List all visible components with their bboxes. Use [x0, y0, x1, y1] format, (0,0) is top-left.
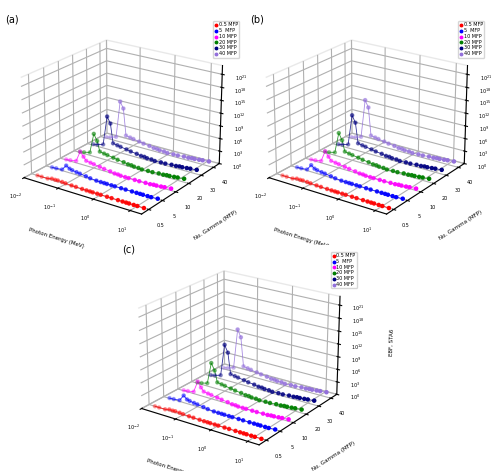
- X-axis label: Photon Energy (MeV): Photon Energy (MeV): [28, 227, 85, 249]
- X-axis label: Photon Energy (MeV): Photon Energy (MeV): [273, 227, 330, 249]
- Legend: 0.5 MFP, 5  MFP, 10 MFP, 20 MFP, 30 MFP, 40 MFP: 0.5 MFP, 5 MFP, 10 MFP, 20 MFP, 30 MFP, …: [458, 21, 484, 57]
- Y-axis label: No. Gamma (MFP): No. Gamma (MFP): [311, 440, 356, 471]
- Y-axis label: No. Gamma (MFP): No. Gamma (MFP): [194, 209, 238, 241]
- Legend: 0.5 MFP, 5  MFP, 10 MFP, 20 MFP, 30 MFP, 40 MFP: 0.5 MFP, 5 MFP, 10 MFP, 20 MFP, 30 MFP, …: [214, 21, 240, 57]
- X-axis label: Photon Energy (MeV): Photon Energy (MeV): [146, 458, 203, 471]
- Y-axis label: No. Gamma (MFP): No. Gamma (MFP): [438, 209, 483, 241]
- Legend: 0.5 MFP, 5  MFP, 10 MFP, 20 MFP, 30 MFP, 40 MFP: 0.5 MFP, 5 MFP, 10 MFP, 20 MFP, 30 MFP, …: [331, 252, 357, 288]
- Text: (c): (c): [122, 245, 136, 255]
- Text: (a): (a): [5, 14, 18, 24]
- Text: (b): (b): [250, 14, 264, 24]
